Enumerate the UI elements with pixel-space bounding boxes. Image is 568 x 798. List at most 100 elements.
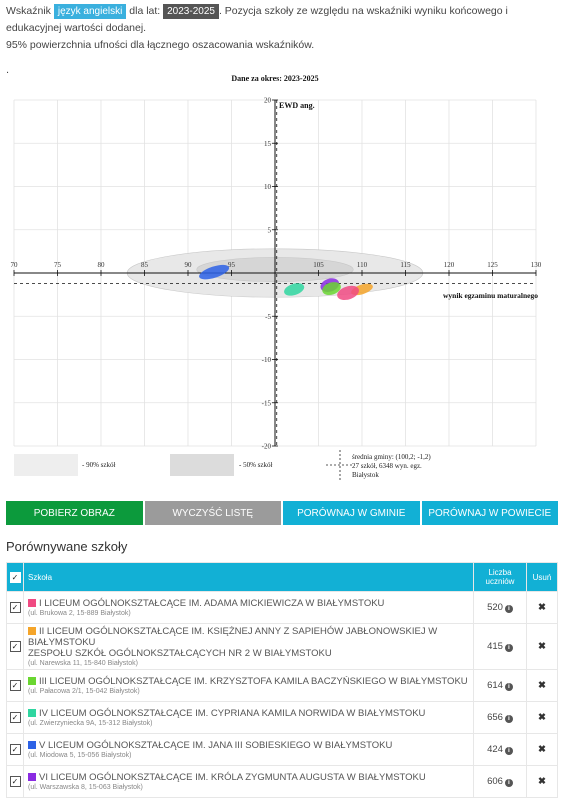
section-title: Porównywane szkoły [6, 539, 128, 554]
school-color-swatch [28, 773, 36, 781]
student-count: 424 [487, 744, 503, 755]
x-tick-label: 130 [531, 261, 542, 269]
table-row: ✓ I LICEUM OGÓLNOKSZTAŁCĄCE IM. ADAMA MIC… [6, 591, 558, 624]
close-icon[interactable]: ✖ [538, 602, 546, 613]
school-name: VI LICEUM OGÓLNOKSZTAŁCĄCE IM. KRÓLA ZYG… [39, 772, 426, 783]
axes: 70 75 80 85 90 95 105 110 115 120 125 1302015105-5-… [11, 97, 542, 451]
table-row: ✓ V LICEUM OGÓLNOKSZTAŁCĄCE IM. JANA III … [6, 733, 558, 766]
clear-list-button[interactable]: Wyczyść listę [144, 501, 281, 525]
school-color-swatch [28, 677, 36, 685]
info-icon[interactable]: i [504, 605, 513, 613]
info-icon[interactable]: i [504, 644, 513, 652]
school-cell: I LICEUM OGÓLNOKSZTAŁCĄCE IM. ADAMA MICK… [23, 591, 474, 624]
school-name: IV LICEUM OGÓLNOKSZTAŁCĄCE IM. CYPRIANA … [39, 708, 426, 719]
school-ellipse-4[interactable] [335, 283, 361, 302]
chart-legend: - 90% szkół - 50% szkół średnia gminy: (… [14, 450, 431, 480]
x-tick-label: 85 [141, 261, 149, 269]
action-buttons: Pobierz obraz Wyczyść listę Porównaj w g… [6, 501, 558, 525]
table-row: ✓ IV LICEUM OGÓLNOKSZTAŁCĄCE IM. CYPRIANA… [6, 701, 558, 734]
student-count: 614 [487, 680, 503, 691]
school-address: (ul. Zwierzyniecka 9A, 15-312 Białystok) [28, 720, 153, 727]
select-all-cell[interactable]: ✓ [6, 562, 24, 592]
close-icon[interactable]: ✖ [538, 712, 546, 723]
x-tick-label: 110 [357, 261, 368, 269]
legend-mean-line3: Białystok [352, 471, 379, 479]
school-address: (ul. Narewska 11, 15-840 Białystok) [28, 660, 138, 667]
remove-button[interactable]: ✖ [526, 733, 558, 766]
school-ellipse-3[interactable] [282, 281, 305, 298]
student-count: 415 [487, 641, 503, 652]
student-count-cell: 614 i [473, 669, 527, 702]
dot-text: . [6, 64, 10, 76]
row-checkbox[interactable]: ✓ [9, 641, 21, 652]
school-address: (ul. Pałacowa 2/1, 15-042 Białystok) [28, 688, 140, 695]
x-tick-label: 105 [313, 261, 324, 269]
download-image-button[interactable]: Pobierz obraz [6, 501, 143, 525]
school-name: I LICEUM OGÓLNOKSZTAŁCĄCE IM. ADAMA MICK… [39, 598, 385, 609]
table-row: ✓ III LICEUM OGÓLNOKSZTAŁCĄCE IM. KRZYSZT… [6, 669, 558, 702]
school-name: III LICEUM OGÓLNOKSZTAŁCĄCE IM. KRZYSZTO… [39, 676, 468, 687]
school-cell: IV LICEUM OGÓLNOKSZTAŁCĄCE IM. CYPRIANA … [23, 701, 474, 734]
legend-mean-line2: 27 szkół, 6348 wyn. egz. [352, 462, 422, 470]
remove-button[interactable]: ✖ [526, 623, 558, 670]
student-count: 520 [487, 602, 503, 613]
school-ellipse-6[interactable] [321, 280, 343, 297]
x-tick-label: 95 [228, 261, 236, 269]
y-tick-label: -20 [262, 443, 272, 451]
info-icon[interactable]: i [504, 683, 513, 691]
school-address: (ul. Miodowa 5, 15-056 Białystok) [28, 752, 132, 759]
select-all-checkbox[interactable]: ✓ [9, 571, 21, 583]
indicator-badge[interactable]: język angielski [53, 4, 127, 19]
row-select-cell[interactable]: ✓ [6, 591, 24, 624]
y-axis-label: EWD ang. [279, 101, 315, 110]
legend-50-swatch [170, 454, 234, 476]
info-icon[interactable]: i [504, 715, 513, 723]
remove-button[interactable]: ✖ [526, 701, 558, 734]
intro-prefix: Wskaźnik [6, 5, 51, 17]
school-color-swatch [28, 741, 36, 749]
row-select-cell[interactable]: ✓ [6, 701, 24, 734]
intro-text: Wskaźnik język angielski dla lat: 2023-2… [6, 3, 562, 54]
remove-button[interactable]: ✖ [526, 591, 558, 624]
compare-gmina-button[interactable]: Porównaj w gminie [283, 501, 420, 525]
legend-50-label: - 50% szkół [239, 461, 272, 469]
school-cell: II LICEUM OGÓLNOKSZTAŁCĄCE IM. KSIĘŻNEJ … [23, 623, 474, 670]
school-name: II LICEUM OGÓLNOKSZTAŁCĄCE IM. KSIĘŻNEJ … [28, 626, 438, 648]
row-checkbox[interactable]: ✓ [9, 744, 21, 755]
y-tick-label: 20 [264, 97, 272, 105]
student-count-cell: 520 i [473, 591, 527, 624]
student-count-cell: 656 i [473, 701, 527, 734]
school-ellipse-1[interactable] [197, 262, 230, 282]
school-color-swatch [28, 627, 36, 635]
table-row: ✓ II LICEUM OGÓLNOKSZTAŁCĄCE IM. KSIĘŻNEJ… [6, 623, 558, 670]
x-tick-label: 90 [185, 261, 193, 269]
row-select-cell[interactable]: ✓ [6, 733, 24, 766]
confidence-note: 95% powierzchnia ufności dla łącznego os… [6, 39, 315, 51]
x-tick-label: 125 [487, 261, 498, 269]
school-address: (ul. Warszawska 8, 15-063 Białystok) [28, 784, 143, 791]
student-count: 656 [487, 712, 503, 723]
close-icon[interactable]: ✖ [538, 641, 546, 652]
row-select-cell[interactable]: ✓ [6, 669, 24, 702]
x-tick-label: 120 [444, 261, 455, 269]
x-tick-label: 115 [400, 261, 411, 269]
row-select-cell[interactable]: ✓ [6, 623, 24, 670]
school-name-extra: ZESPOŁU SZKÓŁ OGÓLNOKSZTAŁCĄCYCH NR 2 W … [28, 648, 332, 659]
row-checkbox[interactable]: ✓ [9, 680, 21, 691]
row-checkbox[interactable]: ✓ [9, 602, 21, 613]
y-tick-label: 15 [264, 140, 272, 148]
close-icon[interactable]: ✖ [538, 680, 546, 691]
period-badge[interactable]: 2023-2025 [163, 4, 219, 19]
close-icon[interactable]: ✖ [538, 744, 546, 755]
school-marks [197, 262, 373, 302]
info-icon[interactable]: i [504, 779, 513, 787]
legend-mean-line1: średnia gminy: (100,2; -1,2) [352, 453, 431, 461]
y-tick-label: -5 [265, 313, 271, 321]
intro-description: . Pozycja szkoły ze względu na wskaźniki… [6, 5, 508, 34]
compare-powiat-button[interactable]: Porównaj w powiecie [421, 501, 558, 525]
col-remove: Usuń [526, 562, 558, 592]
row-checkbox[interactable]: ✓ [9, 712, 21, 723]
info-icon[interactable]: i [504, 747, 513, 755]
remove-button[interactable]: ✖ [526, 669, 558, 702]
chart-title: Dane za okres: 2023-2025 [231, 74, 318, 83]
